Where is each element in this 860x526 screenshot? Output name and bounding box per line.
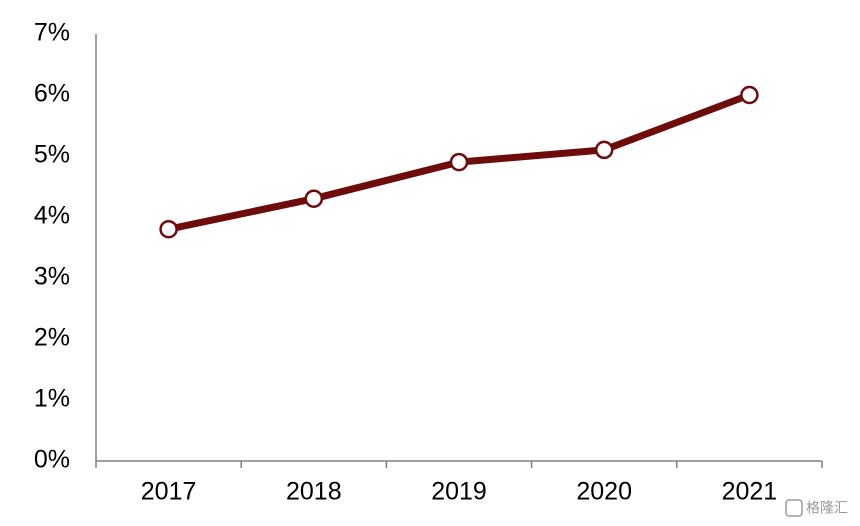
y-tick-label: 3% [34,263,70,291]
y-tick-label: 6% [34,80,70,108]
marker [304,189,324,208]
watermark: 格隆汇 [806,500,848,516]
y-tick-label: 4% [34,202,70,230]
y-tick-label: 0% [34,446,70,474]
x-tick-label: 2018 [286,478,342,506]
y-tick-label: 5% [34,141,70,169]
x-tick-label: 2020 [576,478,632,506]
watermark-icon [785,499,803,517]
x-tick-label: 2021 [722,478,778,506]
marker [159,219,178,239]
marker [740,85,759,105]
y-tick-label: 2% [34,324,70,352]
y-tick-label: 1% [34,385,70,413]
y-tick-label: 7% [34,19,70,47]
x-tick-label: 2017 [141,478,197,506]
x-tick-label: 2019 [431,478,487,506]
marker [594,140,614,160]
marker [449,152,469,172]
